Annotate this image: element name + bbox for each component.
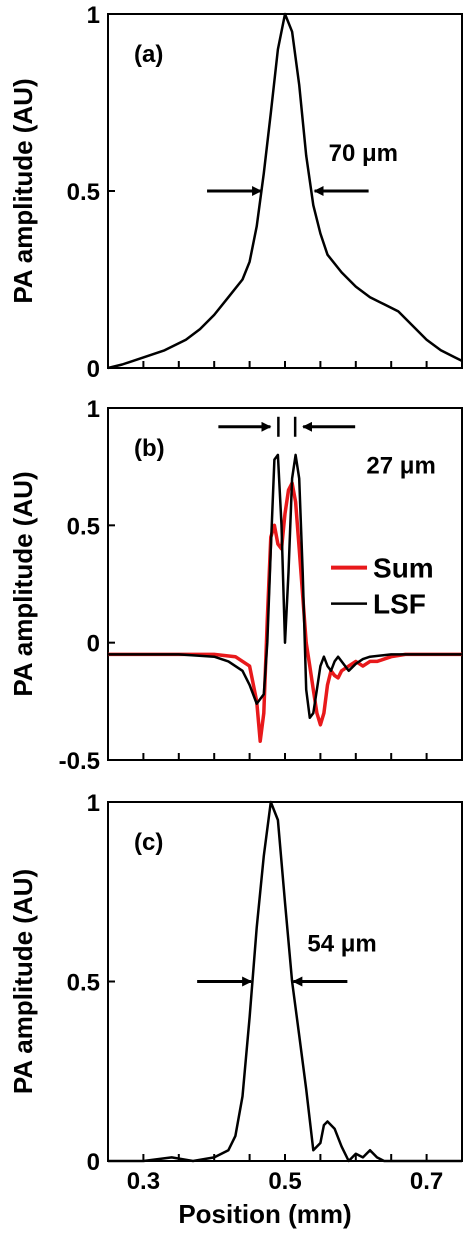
x-axis-label: Position (mm) bbox=[178, 1199, 351, 1229]
series-line-0 bbox=[108, 800, 462, 1163]
x-tick-label: 0.3 bbox=[127, 1168, 160, 1195]
legend-label-sum: Sum bbox=[373, 553, 434, 584]
y-tick-label: 0 bbox=[87, 631, 100, 658]
separation-annotation: 27 μm bbox=[366, 453, 435, 480]
series-line-sum bbox=[108, 481, 462, 743]
y-tick-label: 0.5 bbox=[67, 179, 100, 206]
legend-label-lsf: LSF bbox=[373, 589, 426, 620]
y-tick-label: 1 bbox=[87, 2, 100, 29]
y-tick-label: 0.5 bbox=[67, 970, 100, 997]
x-tick-label: 0.5 bbox=[268, 1168, 301, 1195]
y-tick-label: 1 bbox=[87, 790, 100, 817]
fwhm-annotation: 70 μm bbox=[329, 140, 398, 167]
x-tick-label: 0.7 bbox=[410, 1168, 443, 1195]
y-tick-label: 1 bbox=[87, 396, 100, 423]
panel-label: (b) bbox=[134, 435, 165, 462]
panel-c: 0 0.5 1 0.3 0.5 0.7 PA amplitude (AU) Position … bbox=[8, 790, 463, 1229]
y-tick-label: 0 bbox=[87, 356, 100, 383]
fwhm-annotation: 54 μm bbox=[307, 931, 376, 958]
y-tick-label: 0.5 bbox=[67, 513, 100, 540]
panel-label: (c) bbox=[134, 829, 163, 856]
y-tick-label: 0 bbox=[87, 1149, 100, 1176]
series-line-0 bbox=[107, 12, 463, 370]
panel-b: -0.5 0 0.5 1 PA amplitude (AU) (b) 27 μm Sum LSF bbox=[8, 396, 463, 775]
y-tick-label: -0.5 bbox=[59, 748, 100, 775]
y-axis-label: PA amplitude (AU) bbox=[8, 869, 38, 1094]
panel-label: (a) bbox=[134, 41, 163, 68]
y-axis-label: PA amplitude (AU) bbox=[8, 78, 38, 303]
y-axis-label: PA amplitude (AU) bbox=[8, 471, 38, 696]
series-line-lsf bbox=[108, 453, 462, 720]
panel-a: 0 0.5 1 PA amplitude (AU) (a) 70 μm bbox=[8, 2, 463, 383]
